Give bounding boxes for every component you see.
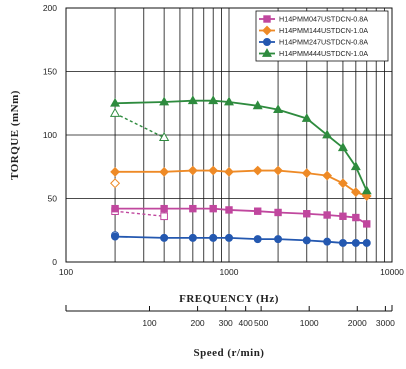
legend-label: H14PMM444USTDCN-1.0A (279, 49, 368, 58)
speed-tick-label: 100 (142, 318, 156, 328)
data-point (111, 232, 120, 241)
pullout-point (158, 131, 170, 142)
legend-marker (262, 38, 271, 47)
speed-tick-label: 1000 (300, 318, 319, 328)
data-point (301, 113, 312, 122)
pullout-point (109, 107, 121, 117)
speed-tick-label: 3000 (376, 318, 395, 328)
series-1 (111, 204, 371, 228)
y-tick-label: 50 (48, 194, 58, 204)
x-tick-label: 100 (59, 267, 73, 277)
speed-axis-title: Speed (r/min) (194, 347, 265, 359)
legend-item: H14PMM144USTDCN-1.0A (259, 25, 368, 36)
data-point (159, 166, 170, 177)
pullout-point (110, 178, 121, 189)
data-point (274, 208, 282, 217)
x-tick-labels: 100 1000 10000 (59, 267, 404, 277)
legend-item: H14PMM444USTDCN-1.0A (259, 48, 368, 58)
data-point (252, 165, 263, 176)
legend-label: H14PMM247USTDCN-0.8A (279, 38, 368, 47)
data-point (322, 170, 333, 181)
data-point (339, 212, 347, 220)
legend-marker (262, 48, 272, 57)
speed-axis: 100 200 300 400 500 1000 2000 3000 (65, 305, 395, 328)
pullout-line (114, 210, 165, 217)
y-tick-labels: 0 50 100 150 200 (43, 3, 57, 267)
legend-label: H14PMM144USTDCN-1.0A (279, 26, 368, 35)
data-point (323, 211, 331, 219)
data-point (274, 235, 283, 244)
series-2 (110, 165, 372, 201)
data-point (224, 96, 234, 106)
data-point (301, 168, 312, 178)
data-point (252, 100, 263, 110)
y-tick-label: 150 (43, 67, 57, 77)
plot-frame (65, 7, 393, 263)
data-point (209, 204, 217, 213)
data-point (303, 210, 311, 218)
data-point (337, 142, 348, 152)
series-4 (109, 95, 372, 195)
data-point (361, 191, 372, 201)
data-point (160, 233, 169, 242)
series-3 (110, 231, 371, 247)
data-point (208, 95, 219, 105)
speed-tick-label: 2000 (348, 318, 367, 328)
x-tick-label: 1000 (220, 267, 239, 277)
legend: H14PMM047USTDCN-0.8A H14PMM144USTDCN-1.0A… (255, 10, 389, 62)
series-layer (109, 95, 372, 247)
data-point (208, 165, 219, 176)
legend-item: H14PMM047USTDCN-0.8A (259, 15, 368, 24)
speed-tick-label: 500 (254, 318, 268, 328)
data-point (111, 204, 119, 213)
legend-marker (262, 25, 272, 36)
x-tick-label: 10000 (380, 267, 404, 277)
legend-box (255, 10, 389, 62)
data-point (273, 165, 283, 176)
data-point (302, 236, 311, 245)
data-point (362, 238, 371, 247)
data-point (322, 129, 333, 139)
data-point (225, 206, 233, 214)
x-axis-title: FREQUENCY (Hz) (179, 293, 279, 305)
legend-label: H14PMM047USTDCN-0.8A (279, 15, 368, 24)
data-point (110, 97, 121, 107)
data-point (338, 178, 348, 189)
data-point (363, 220, 371, 228)
data-point (209, 233, 218, 242)
data-point (188, 233, 197, 242)
y-tick-label: 0 (52, 257, 57, 267)
data-point (351, 238, 360, 247)
data-point (350, 187, 361, 198)
legend-item: H14PMM247USTDCN-0.8A (259, 38, 368, 47)
data-point (350, 161, 361, 171)
y-axis-title: TORQUE (mNm) (9, 90, 21, 180)
data-point (273, 104, 284, 113)
data-point (338, 238, 347, 247)
speed-tick-label: 400 (239, 318, 253, 328)
data-point (187, 95, 198, 105)
data-point (352, 213, 360, 222)
data-point (253, 235, 262, 244)
data-point (189, 204, 197, 213)
data-point (254, 207, 262, 215)
data-point (361, 185, 372, 195)
data-point (110, 166, 120, 177)
y-tick-label: 200 (43, 3, 57, 13)
data-point (224, 233, 233, 242)
speed-tick-label: 300 (219, 318, 233, 328)
data-point (160, 204, 168, 213)
data-point (187, 165, 198, 176)
pullout-line (114, 112, 165, 139)
data-point (159, 96, 170, 106)
data-point (323, 237, 332, 246)
pullout-point (160, 212, 168, 221)
y-tick-label: 100 (43, 130, 57, 140)
legend-marker (263, 15, 271, 23)
data-point (224, 166, 234, 177)
speed-tick-label: 200 (190, 318, 204, 328)
